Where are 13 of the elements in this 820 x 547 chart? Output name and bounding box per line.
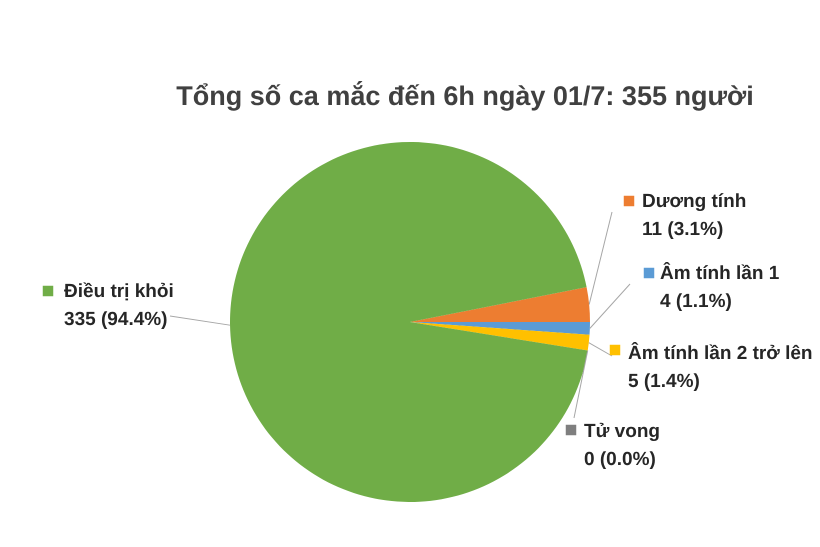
legend-label: Âm tính lần 2 trở lên	[628, 341, 813, 364]
legend-label: Dương tính	[642, 191, 746, 212]
chart-title: Tổng số ca mắc đến 6h ngày 01/7: 355 người	[176, 80, 754, 111]
pie-slice	[410, 322, 590, 351]
data-label: 11 (3.1%)	[642, 219, 724, 240]
data-label: 5 (1.4%)	[628, 371, 700, 392]
legend-label: Âm tính lần 1	[660, 261, 780, 284]
legend-label: Điều trị khỏi	[64, 281, 174, 302]
legend-label: Tử vong	[584, 421, 660, 442]
text: 0 (0.0%)	[584, 449, 656, 470]
data-label: 335 (94.4%)	[64, 309, 168, 330]
pie-slice	[410, 287, 590, 322]
data-label: 4 (1.1%)	[660, 291, 732, 312]
